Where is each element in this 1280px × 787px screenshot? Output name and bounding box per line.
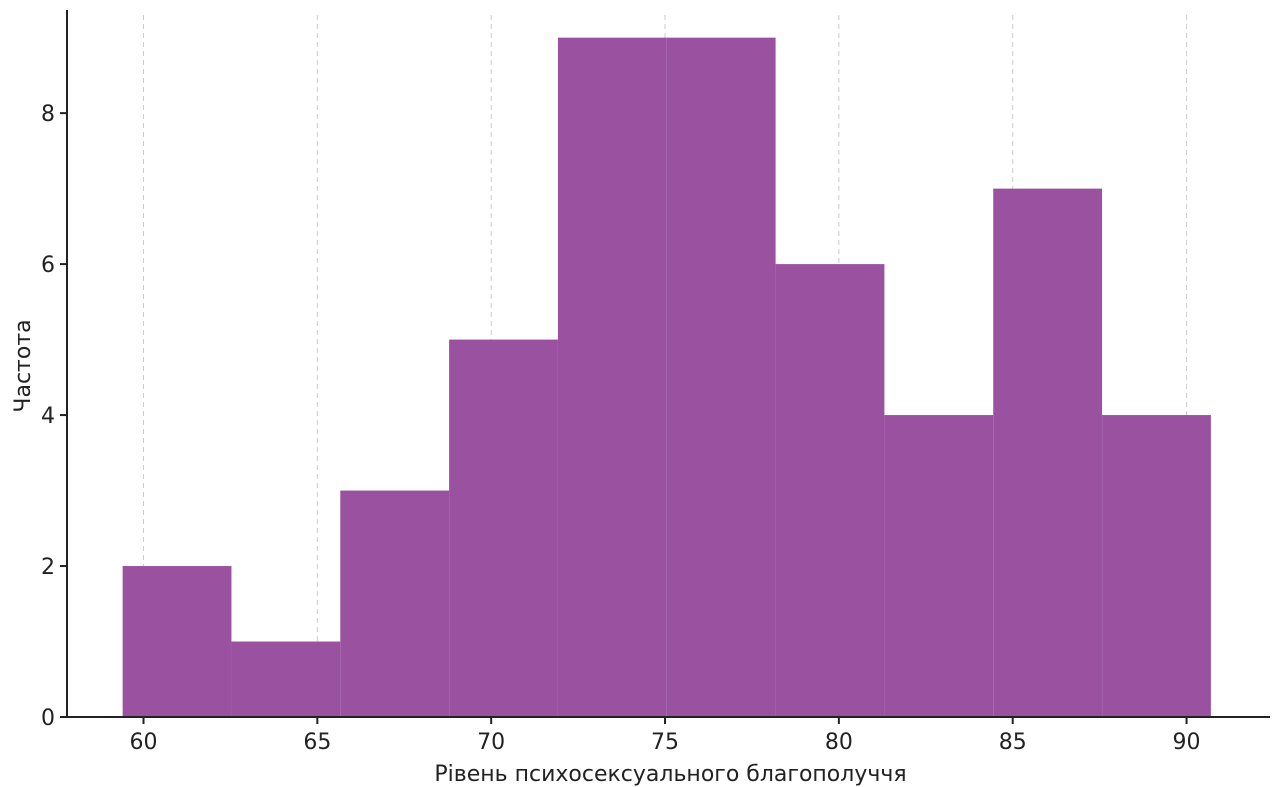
histogram-bar <box>122 566 232 717</box>
y-tick-label: 2 <box>41 555 55 580</box>
y-tick-label: 6 <box>41 253 55 278</box>
x-tick-label: 80 <box>825 730 853 755</box>
histogram-bar <box>775 264 885 717</box>
ticks: 60 65 70 75 80 85 90 0 2 4 6 8 <box>41 102 1201 755</box>
y-tick-label: 0 <box>41 706 55 731</box>
histogram-bar <box>231 641 341 717</box>
histogram-bar <box>884 415 994 717</box>
histogram-bar <box>993 188 1103 717</box>
x-axis-title: Рівень психосексуального благополуччя <box>434 762 906 787</box>
x-tick-label: 70 <box>477 730 505 755</box>
histogram-bar <box>449 339 558 717</box>
x-tick-label: 60 <box>129 730 157 755</box>
x-tick-label: 90 <box>1173 730 1201 755</box>
y-tick-label: 8 <box>41 102 55 127</box>
x-tick-label: 65 <box>303 730 331 755</box>
x-tick-label: 75 <box>651 730 679 755</box>
histogram-bars <box>122 37 1211 718</box>
histogram-bar <box>557 37 667 718</box>
histogram-bar <box>666 37 776 718</box>
x-tick-label: 85 <box>999 730 1027 755</box>
histogram-bar <box>340 490 450 717</box>
y-tick-label: 4 <box>41 404 55 429</box>
histogram-bar <box>1102 415 1211 717</box>
axes <box>66 10 1270 718</box>
y-axis-title: Частота <box>11 319 36 412</box>
